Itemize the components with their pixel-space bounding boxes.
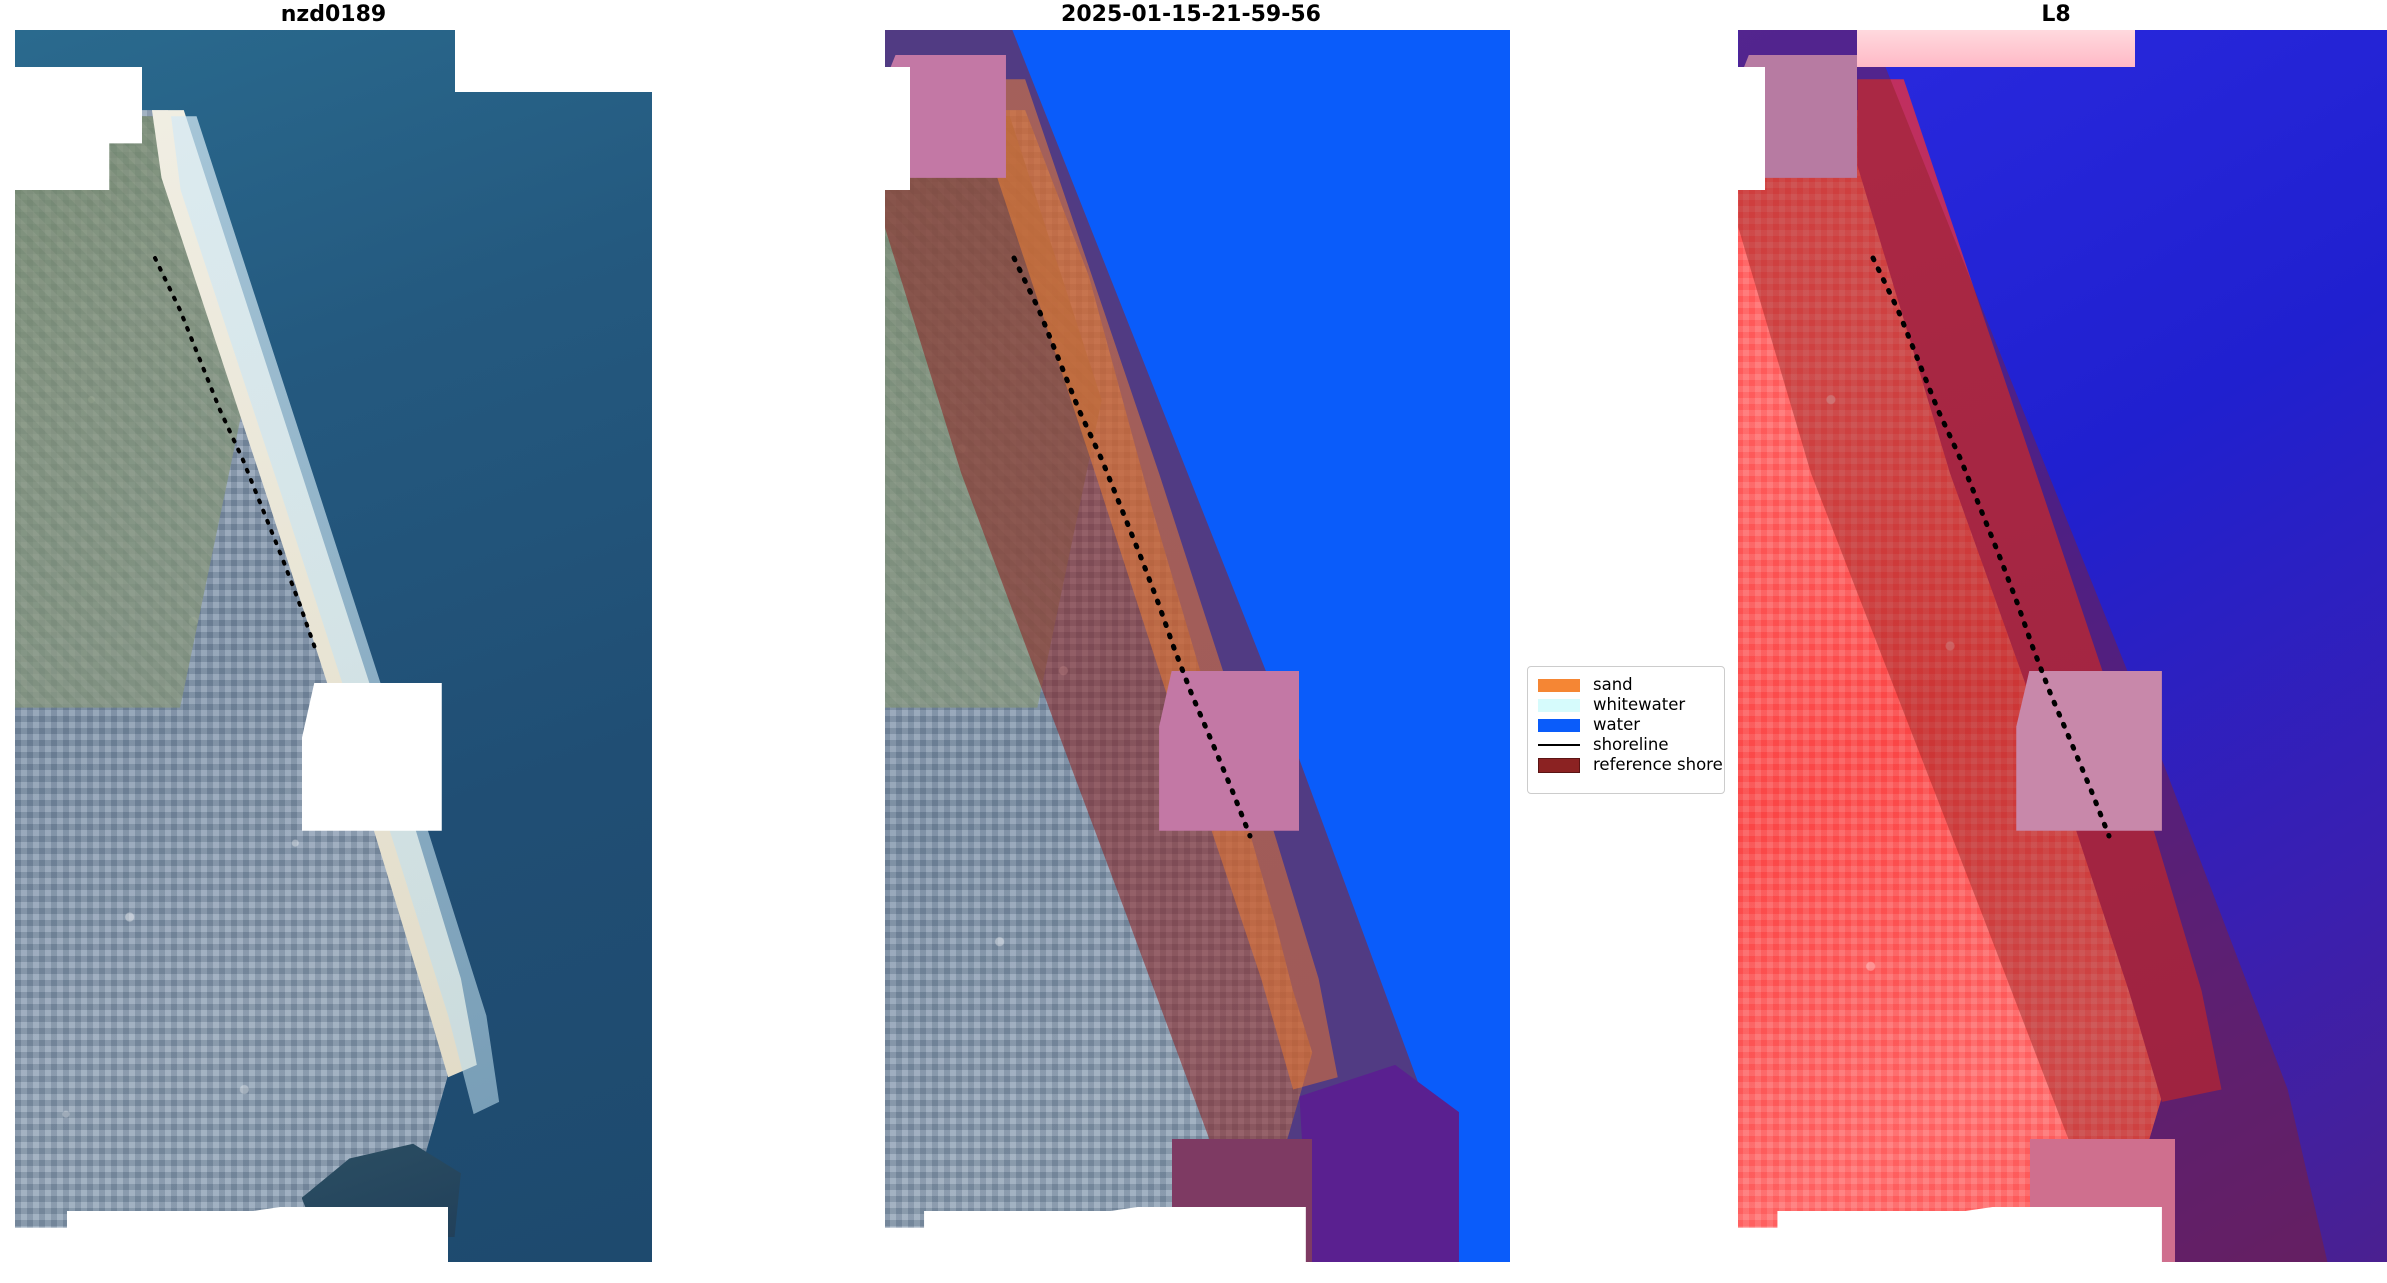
shoreline-vector-1 (153, 256, 317, 650)
panel-classification-image[interactable] (872, 30, 1510, 1262)
nodata-mask-top-left (872, 66, 911, 191)
sand-swatch-icon (1538, 678, 1580, 692)
legend-label-water: water (1593, 715, 1641, 734)
true-color-raster (15, 30, 652, 1262)
panel-title-3: L8 (2041, 2, 2071, 27)
nodata-mask-bottom (1725, 1206, 2162, 1262)
legend-item-water: water (1538, 715, 1714, 735)
cloud-mask-bottom (2016, 670, 2162, 831)
shoreline-vector-2 (1011, 255, 1253, 839)
panel-title-1: nzd0189 (280, 2, 387, 27)
legend-item-reference-shoreline: reference shoreline (1538, 755, 1724, 775)
panel-false-color-image[interactable] (1725, 30, 2387, 1262)
panel-title-2: 2025-01-15-21-59-56 (1061, 2, 1321, 27)
legend-label-reference-shoreline: reference shoreline (1593, 755, 1724, 774)
classification-raster (872, 30, 1510, 1262)
water-swatch-icon (1538, 718, 1580, 732)
nodata-edge-left (872, 30, 885, 1262)
cloud-top-edge (1857, 30, 2136, 67)
legend-item-whitewater: whitewater (1538, 695, 1714, 715)
legend-item-sand: sand (1538, 675, 1714, 695)
shoreline-vector-3 (1870, 255, 2112, 839)
nodata-mask-lower-right (301, 682, 442, 831)
legend-label-shoreline: shoreline (1593, 735, 1669, 754)
whitewater-swatch-icon (1538, 698, 1580, 712)
shoreline-line-icon (1538, 744, 1580, 746)
cloud-mask-bottom (1159, 670, 1300, 831)
legend-label-sand: sand (1593, 675, 1633, 694)
panel-true-color-image[interactable] (15, 30, 652, 1262)
legend-label-whitewater: whitewater (1593, 695, 1686, 714)
nodata-mask-bottom (15, 1206, 449, 1262)
legend-item-shoreline: shoreline (1538, 735, 1714, 755)
nodata-mask-bottom (872, 1206, 1306, 1262)
buffer-over-water-region (1299, 1064, 1459, 1262)
false-color-raster (1725, 30, 2387, 1262)
reference-shoreline-swatch-icon (1538, 757, 1580, 773)
nodata-edge-left (1725, 30, 1739, 1262)
nodata-mask-top-left (1725, 66, 1765, 191)
nodata-mask-top-right (454, 30, 652, 92)
legend-box: sand whitewater water shoreline referenc… (1527, 666, 1725, 794)
